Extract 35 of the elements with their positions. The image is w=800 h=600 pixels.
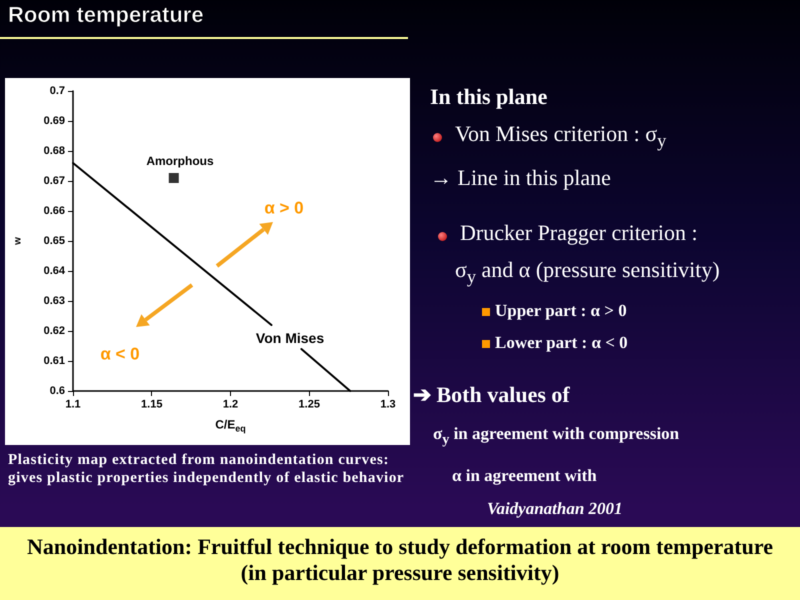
y-tick-label: 0.69: [44, 115, 65, 127]
text: In this plane: [430, 84, 548, 110]
y-tick-label: 0.65: [44, 235, 65, 247]
text: Plasticity map extracted from nanoindentation curves: gives plastic properties independently of elastic behavior: [8, 451, 406, 487]
text: Lower part : α < 0: [495, 333, 628, 354]
text: Vaidyanathan 2001: [487, 499, 623, 520]
annotation: α < 0: [100, 344, 140, 364]
y-tick-label: 0.68: [44, 145, 65, 157]
y-tick-label: 0.61: [44, 355, 65, 367]
text: Nanoindentation: Fruitful technique to study deformation at room temperature (in particular pressure sensitivity): [26, 534, 774, 587]
y-axis-title: w: [12, 236, 24, 246]
text: Von Mises criterion : σ$_{y}$: [455, 121, 666, 152]
text: Drucker Pragger criterion :: [460, 220, 698, 246]
annotation: Von Mises: [256, 330, 324, 346]
text: ➔ Both values of: [413, 382, 570, 408]
y-tick-label: 0.64: [44, 265, 66, 277]
x-tick-label: 1.25: [298, 398, 320, 410]
y-tick-label: 0.67: [44, 175, 65, 187]
x-tick-label: 1.1: [65, 398, 81, 410]
text: → Line in this plane: [430, 165, 611, 192]
annotation: α > 0: [264, 198, 304, 218]
annotation: Amorphous: [146, 154, 214, 168]
x-tick-label: 1.3: [380, 398, 396, 410]
x-tick-label: 1.2: [222, 398, 238, 410]
y-tick-label: 0.62: [44, 325, 65, 337]
y-tick-label: 0.7: [50, 85, 65, 97]
y-tick-label: 0.6: [50, 385, 65, 397]
text: α in agreement with: [452, 466, 597, 486]
y-tick-label: 0.63: [44, 295, 65, 307]
chart-title: Room temperature: [8, 2, 204, 28]
text: Upper part : α > 0: [495, 301, 627, 322]
text: σ$_{y}$ and α (pressure sensitivity): [455, 257, 720, 288]
x-tick-label: 1.15: [141, 398, 162, 410]
y-tick-label: 0.66: [44, 205, 65, 217]
text: σ$_{y}$ in agreement with compression: [433, 424, 680, 448]
